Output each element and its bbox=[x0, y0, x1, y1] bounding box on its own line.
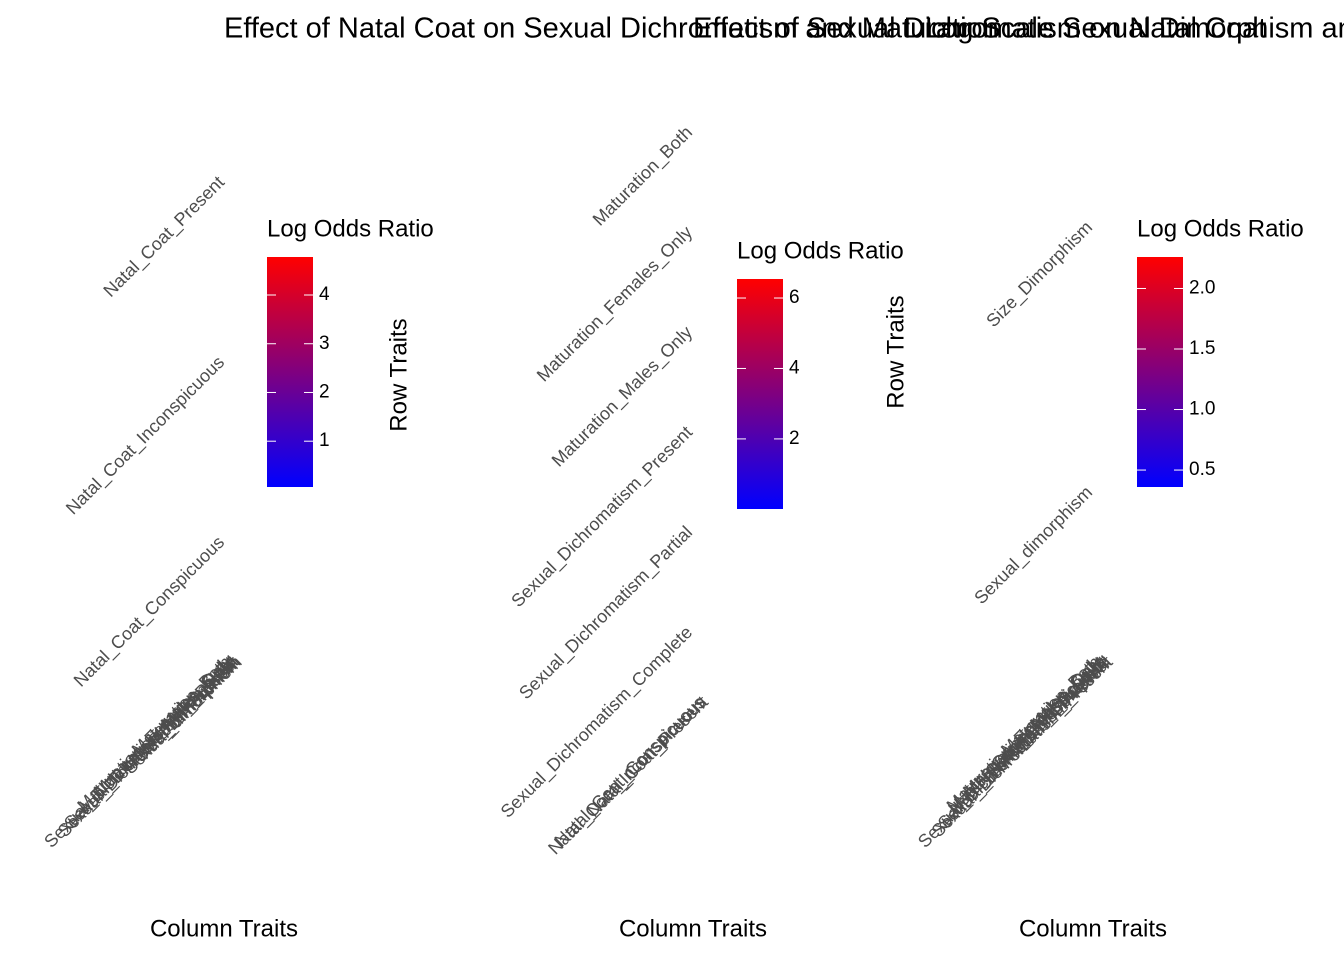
x-axis-title: Column Traits bbox=[619, 915, 767, 942]
y-tick-label: Sexual_dimorphism bbox=[970, 482, 1097, 609]
y-tick-label: Maturation_Females_Only bbox=[533, 222, 697, 386]
x-axis-title: Column Traits bbox=[1019, 915, 1167, 942]
chart-title: Effect of Natal Coat on Sexual Dichromat… bbox=[224, 13, 999, 45]
x-tick-label: Sexual_dimorphism bbox=[120, 652, 247, 779]
colorbar bbox=[267, 257, 313, 487]
colorbar-tick-label: 3 bbox=[319, 333, 330, 354]
colorbar-tick-label: 1.5 bbox=[1189, 338, 1215, 359]
y-axis-title: Row Traits bbox=[385, 318, 412, 431]
y-tick-label: Size_Dimorphism bbox=[982, 217, 1097, 332]
y-tick-label: Maturation_Both bbox=[589, 122, 697, 230]
y-tick-label: Sexual_Dichromatism_Partial bbox=[515, 522, 697, 704]
colorbar-tick-label: 4 bbox=[789, 357, 800, 378]
x-axis-title: Column Traits bbox=[150, 915, 298, 942]
colorbar-tick-label: 0.5 bbox=[1189, 459, 1215, 480]
colorbar bbox=[737, 279, 783, 509]
colorbar-tick-label: 4 bbox=[319, 284, 330, 305]
legend-title: Log Odds Ratio bbox=[267, 215, 434, 242]
chart-title: Log Scale Sexual Dimorphism and Natal Co… bbox=[925, 13, 1344, 45]
y-tick-label: Natal_Coat_Inconspicuous bbox=[62, 352, 229, 519]
colorbar-tick-label: 1 bbox=[319, 430, 330, 451]
legend-title: Log Odds Ratio bbox=[737, 237, 904, 264]
y-tick-label: Sexual_Dichromatism_Present bbox=[507, 422, 697, 612]
y-tick-label: Natal_Coat_Present bbox=[99, 172, 228, 301]
colorbar-tick-label: 2 bbox=[319, 381, 330, 402]
colorbar-tick-label: 1.0 bbox=[1189, 399, 1215, 420]
colorbar-tick-label: 2 bbox=[789, 428, 800, 449]
y-axis-title: Row Traits bbox=[882, 295, 909, 408]
legend-title: Log Odds Ratio bbox=[1137, 215, 1304, 242]
colorbar-tick-label: 6 bbox=[789, 287, 800, 308]
colorbar bbox=[1137, 257, 1183, 487]
colorbar-tick-label: 2.0 bbox=[1189, 277, 1215, 298]
chart-title: Effect of Sexual Dichromatism on Natal C… bbox=[693, 13, 1266, 45]
x-tick-label: Sexual_Dichromatism_Present bbox=[928, 652, 1118, 842]
